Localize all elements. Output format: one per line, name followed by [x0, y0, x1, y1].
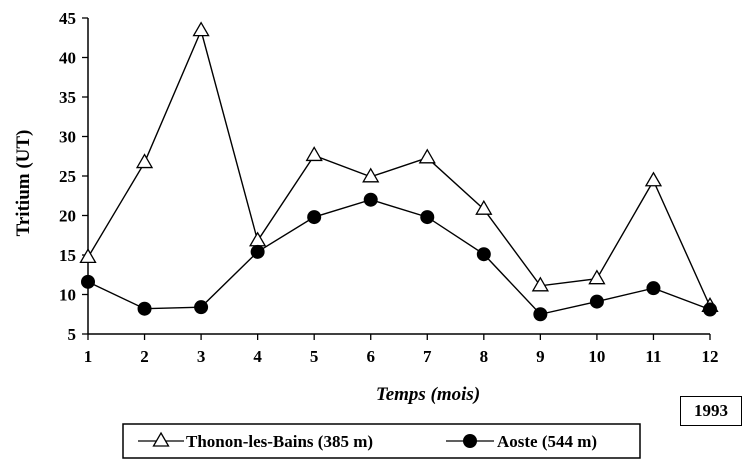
x-tick-label: 2: [140, 347, 149, 366]
y-tick-label: 25: [59, 167, 76, 186]
y-tick-label: 45: [59, 9, 76, 28]
x-axis-title: Temps (mois): [376, 384, 480, 405]
data-point-triangle: [418, 148, 436, 164]
y-tick-label: 20: [59, 207, 76, 226]
data-point-circle: [589, 294, 604, 309]
data-point-circle: [363, 192, 378, 207]
legend-box: [122, 423, 641, 459]
data-point-circle: [476, 247, 491, 262]
x-tick-label: 10: [588, 347, 605, 366]
legend-label-thonon: Thonon-les-Bains (385 m): [186, 432, 373, 451]
data-point-triangle: [305, 146, 323, 162]
legend-marker-circle-icon: [463, 434, 477, 448]
legend-marker-triangle-icon: [152, 431, 170, 447]
x-tick-label: 7: [423, 347, 432, 366]
year-label: 1993: [680, 396, 742, 426]
y-tick-label: 5: [68, 325, 77, 344]
x-tick-label: 12: [702, 347, 719, 366]
data-point-triangle: [135, 153, 154, 169]
series-line-1: [87, 198, 711, 316]
data-point-circle: [703, 302, 717, 317]
x-tick-label: 6: [366, 347, 375, 366]
legend: Thonon-les-Bains (385 m) Aoste (544 m): [122, 423, 641, 459]
x-tick-label: 1: [84, 347, 93, 366]
x-tick-label: 5: [310, 347, 319, 366]
data-point-circle: [81, 274, 95, 289]
legend-label-aoste: Aoste (544 m): [497, 432, 597, 451]
series-line-0: [87, 28, 711, 307]
data-point-triangle: [192, 21, 210, 37]
data-point-triangle: [79, 248, 97, 264]
series-layer: [79, 21, 719, 322]
x-tick-label: 3: [197, 347, 206, 366]
y-tick-label: 30: [59, 128, 76, 147]
data-point-circle: [307, 210, 322, 225]
data-point-triangle: [588, 269, 606, 285]
data-point-triangle: [475, 199, 493, 215]
data-point-circle: [420, 210, 435, 225]
data-point-circle: [250, 244, 265, 259]
data-point-circle: [137, 301, 152, 316]
x-tick-label: 4: [253, 347, 262, 366]
x-tick-label: 11: [645, 347, 661, 366]
x-tick-label: 8: [480, 347, 489, 366]
x-tick-label: 9: [536, 347, 545, 366]
data-point-triangle: [644, 171, 663, 187]
data-point-circle: [194, 300, 209, 315]
data-point-triangle: [249, 231, 267, 247]
y-tick-label: 10: [59, 286, 76, 305]
data-point-circle: [646, 281, 661, 296]
y-tick-label: 35: [59, 88, 76, 107]
y-axis-title: Tritium (UT): [13, 130, 34, 237]
data-point-triangle: [362, 167, 380, 183]
data-point-circle: [533, 307, 548, 322]
y-tick-label: 15: [59, 246, 76, 265]
data-point-triangle: [531, 276, 549, 292]
y-tick-label: 40: [59, 49, 76, 68]
